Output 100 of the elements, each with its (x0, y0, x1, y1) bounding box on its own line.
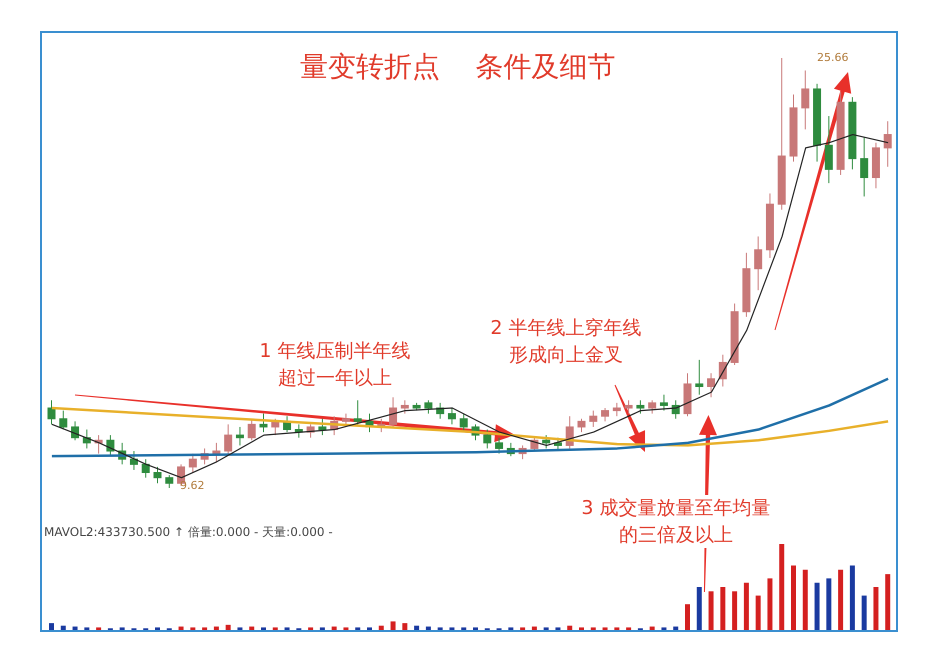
bar (426, 626, 431, 630)
bar (826, 578, 832, 630)
bar (249, 626, 254, 630)
candlestick (648, 400, 656, 414)
bar (614, 627, 620, 630)
bar (190, 627, 196, 630)
bar (438, 627, 443, 630)
bar (685, 604, 690, 630)
bar (508, 627, 514, 630)
bar (708, 591, 714, 630)
bar (626, 627, 632, 630)
bar (779, 544, 784, 630)
candlestick (589, 410, 598, 428)
candlestick (707, 372, 716, 398)
bar (284, 627, 290, 630)
candlestick (318, 418, 326, 436)
bar (590, 627, 596, 630)
candlestick (860, 137, 868, 197)
bar (178, 626, 184, 630)
bar (226, 624, 231, 630)
bar (120, 627, 125, 630)
bar (744, 582, 749, 630)
bar (332, 626, 337, 630)
bar (791, 566, 796, 630)
bar (355, 627, 360, 630)
candlestick (188, 453, 197, 474)
bar (343, 627, 348, 630)
bar (802, 570, 808, 630)
bar (544, 627, 549, 630)
bar (84, 627, 90, 630)
candlestick (400, 400, 409, 414)
candlestick (236, 426, 244, 446)
bar (402, 623, 408, 630)
candlestick (624, 400, 633, 414)
candlestick (601, 408, 610, 422)
bar (885, 574, 890, 630)
candlestick (660, 394, 668, 412)
candlestick (495, 437, 504, 454)
bar (390, 621, 396, 630)
annotation: 9.62 (180, 478, 204, 494)
candlestick (542, 434, 550, 449)
annotation: 3 成交量放量至年均量的三倍及以上 (578, 495, 774, 548)
annotation: 1 年线压制半年线超过一年以上 (258, 339, 412, 391)
bar (320, 627, 325, 630)
annotation: 2 半年线上穿年线形成向上金叉 (489, 316, 643, 368)
bar (214, 626, 219, 630)
candlestick (248, 418, 256, 441)
bar (756, 596, 761, 630)
candlestick (154, 466, 162, 484)
bar (49, 623, 54, 630)
bar (96, 627, 102, 630)
candlestick (48, 400, 56, 425)
candlestick (142, 458, 150, 478)
candlestick (483, 429, 492, 449)
candlestick (612, 402, 621, 417)
bar (261, 627, 266, 630)
candlestick (389, 396, 398, 428)
candlestick (354, 400, 362, 425)
candlestick (224, 424, 232, 454)
bar (650, 626, 655, 630)
candlestick (578, 418, 586, 433)
text: MAVOL2:433730.500 ↑ 倍量:0.000 - 天量:0.000 - (44, 524, 333, 541)
candlestick (424, 400, 432, 414)
annotation: 25.66 (817, 50, 848, 66)
bar (532, 626, 537, 630)
candlestick (460, 413, 468, 433)
bar (449, 627, 454, 630)
candlestick (59, 410, 68, 430)
candlestick (165, 474, 174, 488)
bar (155, 627, 160, 630)
bar (862, 596, 867, 630)
candlestick (884, 120, 892, 168)
bar (378, 626, 384, 630)
bar (873, 587, 878, 630)
bar (555, 627, 560, 630)
bar (60, 626, 66, 630)
bar (567, 626, 572, 630)
bar (367, 627, 372, 630)
bar (520, 627, 526, 630)
bar (661, 627, 666, 630)
bar (414, 626, 420, 630)
bar (838, 570, 844, 630)
bar (237, 627, 242, 630)
bar (720, 587, 726, 630)
candlestick (260, 413, 268, 433)
bar (602, 627, 608, 630)
candlestick (695, 359, 704, 396)
candlestick (448, 408, 456, 425)
chart-title: 量变转折点 条件及细节 (300, 49, 616, 85)
bar (732, 591, 738, 630)
bar (272, 627, 278, 630)
candlestick (636, 400, 644, 414)
candlestick (754, 236, 762, 291)
bar (72, 626, 78, 630)
bar (461, 627, 466, 630)
candlestick (801, 70, 810, 130)
bar (767, 578, 772, 630)
bar (579, 627, 584, 630)
bar (473, 627, 478, 630)
bar (814, 582, 820, 630)
